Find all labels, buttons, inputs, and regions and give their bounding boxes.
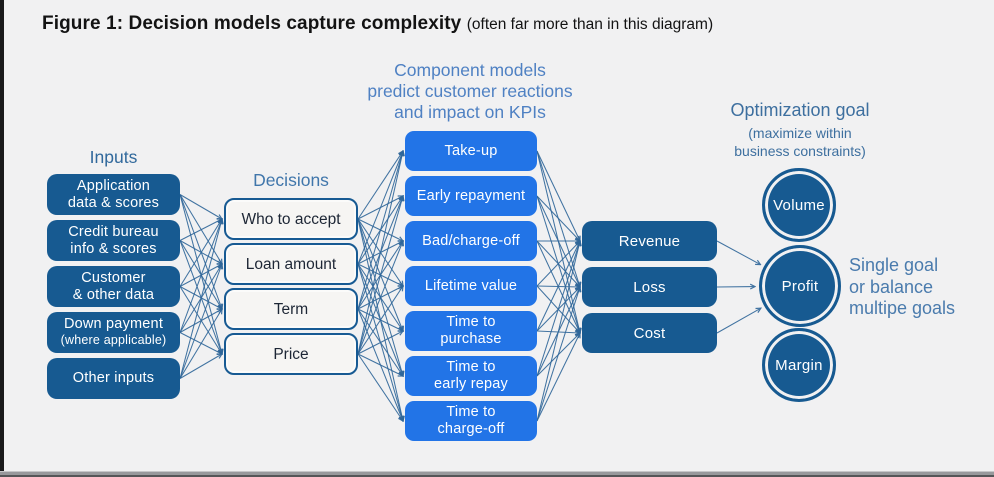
optimization-header: Optimization goal [730, 100, 870, 120]
component-box-time-to-early-repay: Time to early repay [405, 356, 537, 396]
component-box-bad-charge-off: Bad/charge-off [405, 221, 537, 261]
decision-box-who-to-accept: Who to accept [224, 198, 358, 240]
side-note: Single goal or balance multipe goals [849, 255, 956, 318]
decision-box-loan-amount: Loan amount [224, 243, 358, 285]
goal-circle-margin: Margin [762, 328, 836, 402]
down-payment-sublabel: (where applicable) [60, 333, 167, 347]
input-box-down-payment: Down payment (where applicable) [47, 312, 180, 353]
figure-title-paren: (often far more than in this diagram) [466, 16, 714, 33]
inputs-header: Inputs [89, 147, 138, 167]
input-box-customer-data: Customer & other data [47, 266, 180, 307]
goal-profit-label: Profit [781, 277, 819, 295]
component-box-take-up: Take-up [405, 131, 537, 171]
goal-volume-label: Volume [773, 196, 825, 214]
decision-box-price: Price [224, 333, 358, 375]
component-box-time-to-purchase: Time to purchase [405, 311, 537, 351]
goal-margin-label: Margin [775, 356, 823, 374]
left-edge-strip [0, 0, 4, 471]
input-box-credit-bureau: Credit bureau info & scores [47, 220, 180, 261]
kpi-box-loss: Loss [582, 267, 717, 307]
kpi-box-revenue: Revenue [582, 221, 717, 261]
goal-circle-profit: Profit [759, 245, 841, 327]
optimization-subheader: (maximize within business constraints) [734, 125, 866, 159]
component-box-early-repayment: Early repayment [405, 176, 537, 216]
decision-box-term: Term [224, 288, 358, 330]
kpi-box-cost: Cost [582, 313, 717, 353]
bottom-bar [0, 471, 994, 477]
goal-circle-volume: Volume [762, 168, 836, 242]
decisions-header: Decisions [253, 170, 329, 190]
down-payment-label: Down payment [63, 316, 164, 332]
input-box-other-inputs: Other inputs [47, 358, 180, 399]
figure-title-main: Figure 1: Decision models capture comple… [42, 13, 467, 34]
component-box-time-to-charge-off: Time to charge-off [405, 401, 537, 441]
component-box-lifetime-value: Lifetime value [405, 266, 537, 306]
figure-title: Figure 1: Decision models capture comple… [42, 13, 713, 35]
components-header: Component models predict customer reacti… [367, 60, 573, 122]
input-box-application-data: Application data & scores [47, 174, 180, 215]
